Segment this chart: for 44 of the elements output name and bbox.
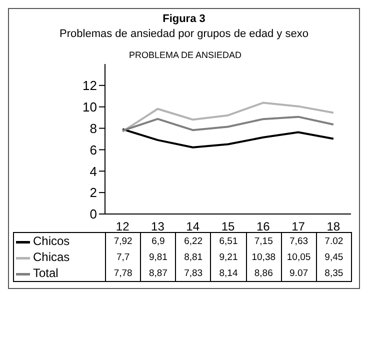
data-label: 7.02 xyxy=(316,232,352,249)
legend-label: Chicas xyxy=(33,250,70,264)
data-label: 6,22 xyxy=(176,232,211,249)
data-label: 7,78 xyxy=(106,265,141,282)
y-tick-label: 12 xyxy=(82,78,97,94)
y-tick-label: 2 xyxy=(90,185,97,200)
x-tick-label: 12 xyxy=(116,220,130,234)
data-label: 8,87 xyxy=(140,265,176,282)
data-label: 9,21 xyxy=(210,249,246,265)
line-series xyxy=(122,102,334,132)
data-label: 8,81 xyxy=(176,249,211,265)
x-tick-label: 15 xyxy=(221,220,235,234)
data-label: 8,35 xyxy=(316,265,352,282)
chart-title: Figura 3 xyxy=(162,13,206,25)
data-label: 8,14 xyxy=(210,265,246,282)
x-tick-label: 18 xyxy=(326,220,340,234)
data-label: 10,05 xyxy=(281,249,316,265)
y-tick-label: 6 xyxy=(90,142,97,158)
legend-label: Total xyxy=(33,266,58,280)
y-tick-label: 10 xyxy=(82,99,97,114)
x-tick-label: 13 xyxy=(151,220,165,234)
line-series xyxy=(122,128,334,148)
data-label: 7,92 xyxy=(106,232,141,249)
data-label: 7,15 xyxy=(246,232,282,249)
data-label: 9,81 xyxy=(140,249,176,265)
y-tick-label: 0 xyxy=(90,206,97,222)
legend-label: Chicos xyxy=(33,234,70,248)
chart-subtitle: Problemas de ansiedad por grupos de edad y sexo xyxy=(58,28,310,40)
data-label: 10,38 xyxy=(246,249,282,265)
line-series xyxy=(122,116,334,132)
data-label: 7,63 xyxy=(281,232,316,249)
x-tick-label: 16 xyxy=(256,220,270,234)
y-tick-label: 4 xyxy=(90,164,97,179)
data-label: 9.07 xyxy=(281,265,316,282)
x-tick-label: 14 xyxy=(186,220,200,234)
text: PROBLEMA DE ANSIEDAD xyxy=(129,50,243,60)
data-label: 9,45 xyxy=(316,249,352,265)
data-label: 8,86 xyxy=(246,265,282,282)
data-label: 6,51 xyxy=(210,232,246,249)
data-label: 7,83 xyxy=(176,265,211,282)
data-label: 6,9 xyxy=(140,232,176,249)
x-tick-label: 17 xyxy=(292,220,306,234)
data-label: 7,7 xyxy=(106,249,141,265)
y-tick-label: 8 xyxy=(90,120,97,136)
